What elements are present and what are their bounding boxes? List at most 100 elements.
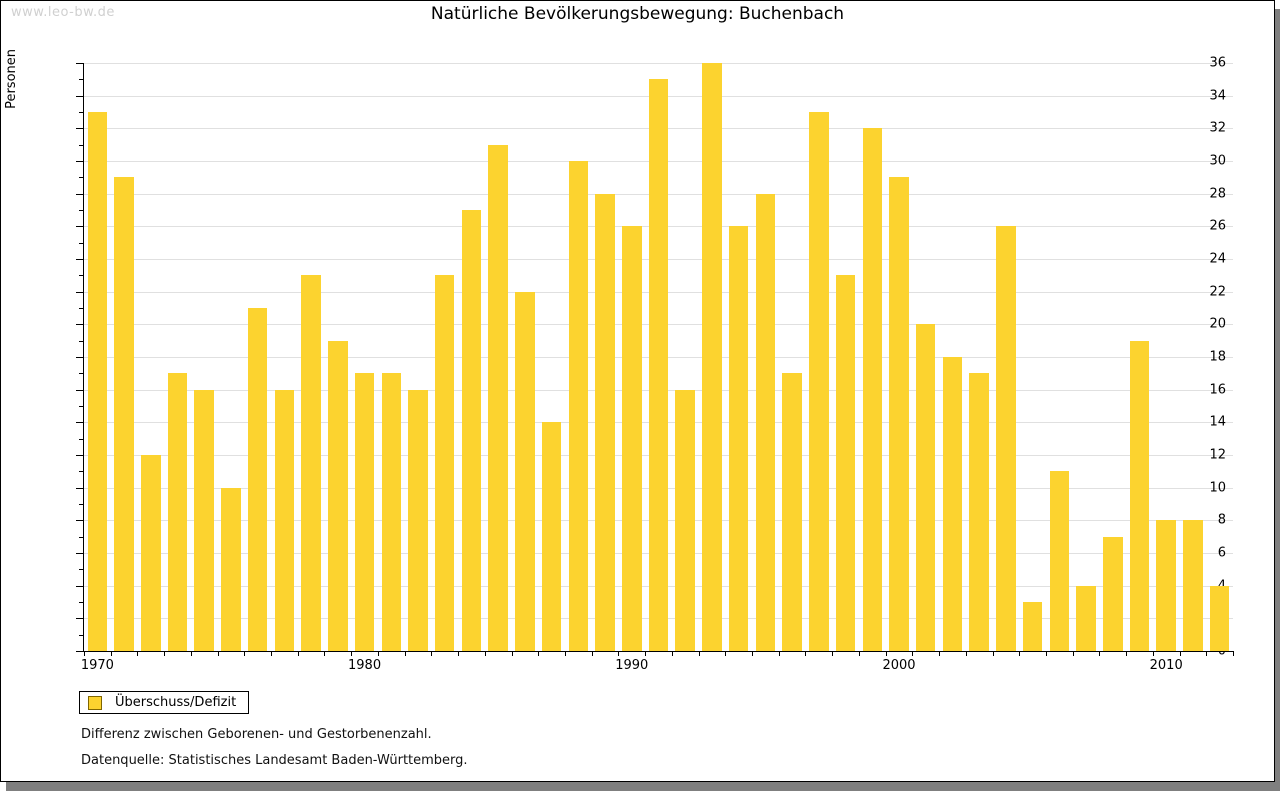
- x-axis-tick: [244, 651, 246, 656]
- y-axis-major-tick: [76, 422, 83, 424]
- y-axis-tick-label: 22: [1209, 284, 1226, 300]
- bar-2000: [889, 177, 909, 651]
- y-axis-minor-tick: [79, 471, 83, 473]
- bar-1977: [274, 389, 295, 651]
- legend-label: Überschuss/Defizit: [115, 695, 237, 710]
- bar-1989: [595, 193, 615, 651]
- y-axis-minor-tick: [79, 308, 83, 309]
- bar-1978: [301, 275, 321, 651]
- x-axis-tick-label: 1990: [615, 658, 649, 673]
- bar-2002: [942, 357, 963, 651]
- y-axis-major-tick: [76, 193, 83, 195]
- x-axis-tick: [858, 651, 860, 656]
- bar-1988: [568, 161, 589, 651]
- y-axis-tick-label: 24: [1209, 251, 1226, 267]
- y-axis-tick-label: 36: [1209, 55, 1226, 71]
- bar-1986: [515, 291, 535, 651]
- watermark: www.leo-bw.de: [11, 5, 115, 20]
- bar-2009: [1129, 340, 1150, 651]
- bar-1997: [809, 112, 829, 651]
- y-axis-major-tick: [76, 291, 83, 293]
- bar-1973: [167, 373, 188, 651]
- x-axis-tick: [458, 651, 460, 656]
- chart-source: Datenquelle: Statistisches Landesamt Bad…: [81, 753, 468, 768]
- y-axis-tick-label: 14: [1209, 414, 1226, 430]
- x-axis-tick: [939, 651, 941, 656]
- bar-1996: [782, 373, 802, 651]
- x-axis-tick: [645, 651, 647, 656]
- y-axis-minor-tick: [79, 210, 83, 211]
- y-axis-major-tick: [76, 259, 83, 260]
- y-axis-minor-tick: [79, 112, 83, 113]
- x-axis-tick-label: 1980: [348, 658, 382, 673]
- bar-1990: [622, 226, 642, 651]
- x-axis-tick-label: 1970: [80, 658, 114, 673]
- y-axis-minor-tick: [79, 177, 83, 179]
- bar-2006: [1049, 471, 1070, 651]
- x-axis-tick: [431, 651, 433, 656]
- bar-1983: [434, 275, 455, 651]
- bar-1975: [221, 487, 241, 651]
- x-axis-tick: [965, 651, 967, 656]
- x-axis-tick: [351, 651, 353, 656]
- x-axis-tick: [538, 651, 540, 656]
- y-axis-tick-label: 26: [1209, 218, 1226, 234]
- y-axis-tick-label: 30: [1209, 153, 1226, 169]
- bar-1974: [194, 389, 214, 651]
- y-axis-tick-label: 32: [1209, 120, 1226, 136]
- y-axis-tick-label: 28: [1209, 186, 1226, 202]
- x-axis-tick: [992, 651, 994, 656]
- y-axis-tick-label: 12: [1209, 447, 1226, 463]
- x-axis-tick: [324, 651, 326, 656]
- y-axis-tick-label: 8: [1217, 512, 1226, 528]
- bar-1976: [247, 308, 268, 651]
- y-axis-major-tick: [76, 455, 83, 456]
- x-axis-tick-label: 2000: [882, 658, 916, 673]
- x-axis-tick: [618, 651, 620, 656]
- bar-2003: [969, 373, 989, 651]
- y-axis-major-tick: [76, 226, 83, 228]
- y-axis-major-tick: [76, 95, 83, 97]
- bar-1980: [354, 373, 375, 651]
- x-axis-tick: [511, 651, 513, 656]
- x-axis-tick-label: 2010: [1149, 658, 1183, 673]
- y-axis-minor-tick: [79, 569, 83, 571]
- x-axis-tick: [271, 651, 273, 656]
- y-axis-tick-label: 0: [1217, 643, 1226, 659]
- y-axis-tick-label: 18: [1209, 349, 1226, 365]
- y-axis-tick-label: 10: [1209, 480, 1226, 496]
- x-axis-tick: [484, 651, 486, 656]
- y-axis-tick-label: 20: [1209, 316, 1226, 332]
- bar-1970: [87, 112, 108, 651]
- y-axis-major-tick: [76, 618, 83, 620]
- y-axis-minor-tick: [79, 602, 83, 603]
- x-axis-tick: [217, 651, 219, 656]
- bar-1992: [675, 389, 695, 651]
- y-axis-major-tick: [76, 651, 83, 652]
- y-axis-minor-tick: [79, 79, 83, 81]
- chart-note: Differenz zwischen Geborenen- und Gestor…: [81, 727, 432, 742]
- bar-1971: [114, 177, 134, 651]
- chart-title: Natürliche Bevölkerungsbewegung: Buchenb…: [430, 4, 845, 24]
- y-axis-minor-tick: [79, 275, 83, 277]
- x-axis-tick: [805, 651, 807, 656]
- x-axis-tick: [377, 651, 379, 656]
- bar-1994: [728, 226, 749, 651]
- y-axis-tick-label: 6: [1217, 545, 1226, 561]
- bar-1998: [835, 275, 856, 651]
- x-axis-tick: [137, 651, 139, 656]
- y-axis-minor-tick: [79, 340, 83, 342]
- bar-1993: [702, 63, 722, 651]
- x-axis-tick: [1019, 651, 1021, 656]
- x-axis-tick: [1206, 651, 1208, 656]
- bar-1991: [648, 79, 669, 651]
- bar-1981: [381, 373, 402, 651]
- bar-2001: [915, 324, 936, 651]
- bar-2008: [1103, 536, 1123, 651]
- y-axis-major-tick: [76, 487, 83, 489]
- x-axis-tick: [912, 651, 914, 656]
- x-axis-tick: [671, 651, 673, 656]
- x-axis-tick: [297, 651, 299, 656]
- x-axis-tick: [1099, 651, 1101, 656]
